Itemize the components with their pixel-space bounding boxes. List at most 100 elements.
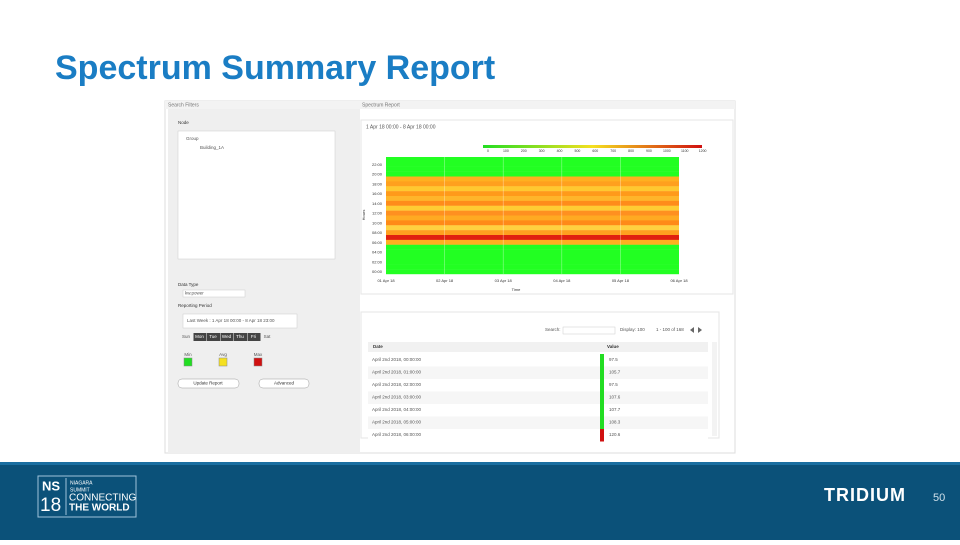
chart-frame	[360, 119, 734, 295]
date-cell: April 2nd 2018, 01:00:00	[372, 370, 422, 375]
value-cell: 107.6	[609, 395, 621, 400]
event-name: SUMMIT	[70, 487, 90, 493]
tree-node[interactable]: Building_1A	[200, 145, 224, 150]
scrollbar[interactable]	[712, 342, 717, 436]
tree-box	[177, 130, 336, 260]
date-cell: April 2nd 2018, 06:00:00	[372, 432, 422, 437]
value-cell: 105.7	[609, 370, 621, 375]
heatmap-row	[386, 259, 679, 265]
day-selected	[234, 333, 247, 341]
panel-header	[165, 101, 735, 109]
footer-band	[0, 464, 960, 540]
button-label[interactable]: Update Report	[193, 381, 223, 386]
scale-label: 1200	[699, 149, 707, 153]
scale-label: 1000	[663, 149, 671, 153]
scale-label: 900	[646, 149, 652, 153]
brand: TRIDIUM	[824, 485, 906, 505]
day[interactable]: Thu	[236, 334, 244, 339]
heatmap-row	[386, 171, 679, 177]
report-range: 1 Apr 18 00:00 - 8 Apr 18 00:00	[366, 124, 436, 130]
prev-page[interactable]	[690, 327, 694, 333]
legend-label: Avg	[219, 352, 227, 357]
y-tick-label: 04:00	[372, 250, 383, 255]
scale-label: 200	[521, 149, 527, 153]
heatmap-row	[386, 176, 679, 182]
value-cell: 97.5	[609, 382, 618, 387]
slide-number: 50	[933, 492, 945, 504]
scale-label: 400	[557, 149, 563, 153]
day[interactable]: Sun	[182, 334, 191, 339]
column-header[interactable]: Value	[607, 344, 619, 349]
heatmap-row	[386, 210, 679, 216]
search-input[interactable]	[562, 326, 616, 335]
label: Data Type	[178, 282, 199, 287]
label: Reporting Period	[178, 303, 212, 308]
legend-swatch[interactable]	[253, 357, 263, 367]
button[interactable]	[177, 378, 240, 389]
table-row[interactable]	[368, 391, 708, 405]
event-year: 18	[40, 495, 61, 516]
heatmap-row	[386, 205, 679, 211]
button-label[interactable]: Advanced	[274, 381, 295, 386]
input-value: Last Week : 1 Apr 18 00:00 - 8 Apr 18 23…	[187, 318, 275, 323]
heatmap-row	[386, 191, 679, 197]
heatmap-row	[386, 249, 679, 255]
y-tick-label: 20:00	[372, 172, 383, 177]
y-tick-label: 16:00	[372, 191, 383, 196]
x-tick-label: 05 Apr 18	[612, 278, 630, 283]
table-row[interactable]	[368, 366, 708, 380]
y-tick-label: 00:00	[372, 269, 383, 274]
day[interactable]: Fri	[251, 334, 256, 339]
slide-title: Spectrum Summary Report	[55, 49, 495, 87]
value-indicator	[600, 379, 604, 392]
input[interactable]	[182, 289, 246, 298]
value-indicator	[600, 416, 604, 429]
heatmap-row	[386, 254, 679, 260]
value-indicator	[600, 354, 604, 367]
heatmap-row	[386, 215, 679, 221]
day[interactable]: Tue	[209, 334, 217, 339]
x-tick-label: 02 Apr 18	[436, 278, 454, 283]
button[interactable]	[258, 378, 310, 389]
legend-label: Max	[254, 352, 263, 357]
scale-label: 500	[575, 149, 581, 153]
table-row[interactable]	[368, 429, 708, 442]
y-tick-label: 02:00	[372, 259, 383, 264]
scale-label: 0	[487, 149, 489, 153]
heatmap-row	[386, 220, 679, 226]
day[interactable]: Wed	[222, 334, 232, 339]
legend-swatch[interactable]	[218, 357, 228, 367]
value-cell: 107.7	[609, 407, 621, 412]
tagline: THE WORLD	[69, 503, 130, 514]
input[interactable]	[182, 313, 298, 329]
legend-label: Min	[184, 352, 192, 357]
heatmap-row	[386, 244, 679, 250]
column-header[interactable]: Date	[373, 344, 383, 349]
table-row[interactable]	[368, 404, 708, 417]
day[interactable]: Sat	[264, 334, 272, 339]
heatmap-row	[386, 186, 679, 192]
next-page[interactable]	[698, 327, 702, 333]
y-tick-label: 06:00	[372, 240, 383, 245]
date-cell: April 2nd 2018, 05:00:00	[372, 420, 422, 425]
x-tick-label: 06 Apr 18	[670, 278, 688, 283]
heatmap-row	[386, 181, 679, 187]
scale-label: 1100	[681, 149, 689, 153]
scale-label: 300	[539, 149, 545, 153]
table-header	[368, 342, 708, 352]
table-row[interactable]	[368, 416, 708, 430]
input-value: kw.power	[185, 291, 204, 296]
color-scale	[483, 145, 702, 148]
date-cell: April 2nd 2018, 02:00:00	[372, 382, 422, 387]
value-cell: 120.6	[609, 432, 621, 437]
legend-swatch[interactable]	[183, 357, 193, 367]
date-cell: April 2nd 2018, 04:00:00	[372, 407, 422, 412]
heatmap-row	[386, 161, 679, 167]
table-row[interactable]	[368, 379, 708, 392]
day[interactable]: Mon	[195, 334, 204, 339]
y-tick-label: 08:00	[372, 230, 383, 235]
table-row[interactable]	[368, 354, 708, 367]
display-select[interactable]: Display: 100	[620, 327, 645, 332]
paging: 1 - 100 of 168	[656, 327, 684, 332]
